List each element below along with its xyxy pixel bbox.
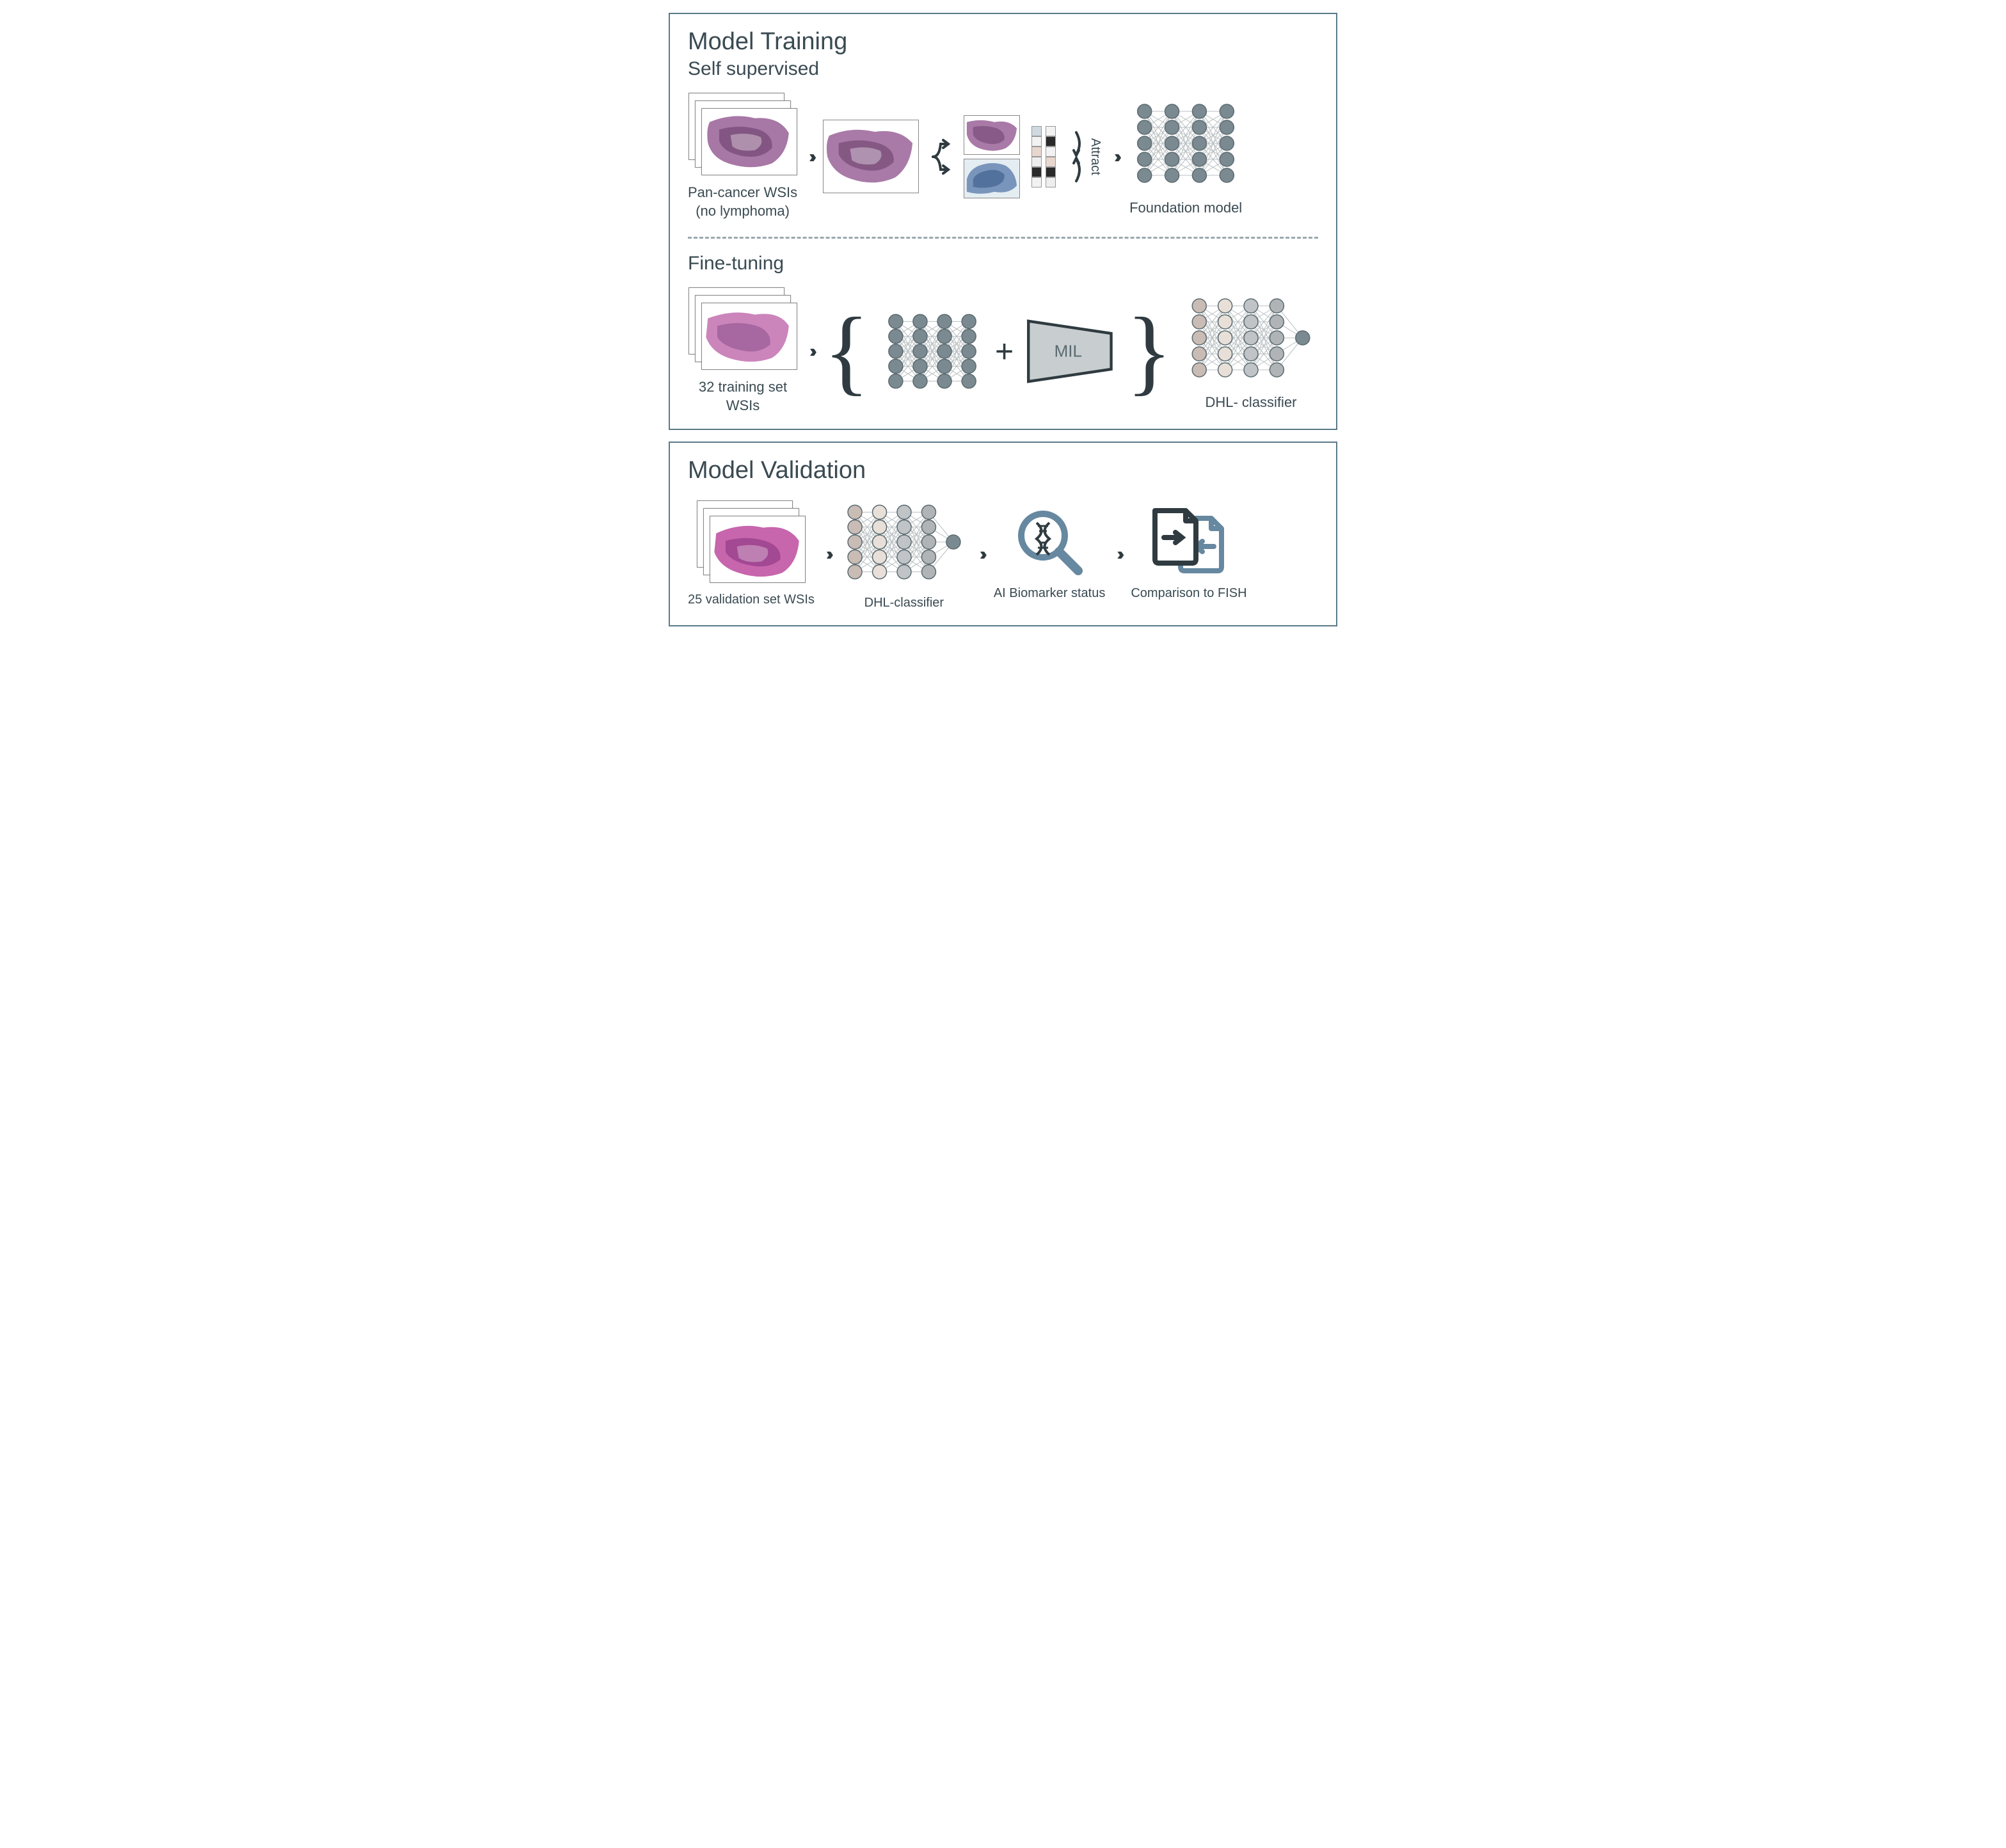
wsi-validation-set: 25 validation set WSIs	[688, 500, 815, 608]
label-validation-set: 25 validation set WSIs	[688, 591, 815, 608]
dhl-classifier-val: DHL-classifier	[840, 497, 968, 611]
attract-group: Attract	[1067, 125, 1103, 189]
dhl-classifier: DHL- classifier	[1184, 290, 1318, 412]
panel-training: Model Training Self supervised Pan-cance…	[669, 13, 1337, 430]
augmented-tiles	[964, 115, 1020, 198]
label-foundation: Foundation model	[1129, 199, 1242, 218]
wsi-pan-cancer: Pan-cancer WSIs(no lymphoma)	[688, 93, 797, 220]
compare-files-icon	[1147, 507, 1230, 577]
nn-foundation-icon	[1128, 95, 1243, 191]
embedding-vectors	[1031, 126, 1056, 187]
attract-label: Attract	[1088, 138, 1103, 175]
foundation-model: Foundation model	[1128, 95, 1243, 218]
arrow-chevrons-icon: ›››	[809, 341, 812, 362]
comparison-fish: Comparison to FISH	[1131, 507, 1246, 601]
brace-open-icon: {	[824, 323, 870, 380]
arrow-chevrons-icon: ›››	[809, 147, 811, 167]
biomarker-status: AI Biomarker status	[994, 507, 1106, 601]
attract-arrows-icon	[1067, 125, 1085, 189]
embed-a	[1031, 126, 1042, 187]
subtitle-fine-tuning: Fine-tuning	[688, 253, 1318, 275]
arrow-chevrons-icon: ›››	[826, 544, 829, 564]
nn-foundation-small-icon	[881, 307, 983, 396]
label-training-set: 32 training set WSIs	[688, 378, 798, 415]
row-self-supervised: Pan-cancer WSIs(no lymphoma) ›››	[688, 93, 1318, 220]
arrow-chevrons-icon: ›››	[1114, 147, 1117, 167]
arrow-chevrons-icon: ›››	[980, 544, 982, 564]
wsi-training-set: 32 training set WSIs	[688, 287, 798, 415]
brace-close-icon: }	[1126, 323, 1172, 380]
branch-icon	[930, 125, 952, 189]
label-dhl-classifier-val: DHL-classifier	[864, 594, 944, 611]
nn-classifier-val-icon	[840, 497, 968, 587]
single-tile	[823, 120, 919, 193]
embed-b	[1046, 126, 1056, 187]
magnifier-dna-icon	[1014, 507, 1085, 577]
mil-trapezoid: MIL	[1025, 313, 1115, 390]
label-pan-cancer: Pan-cancer WSIs(no lymphoma)	[688, 184, 797, 220]
arrow-chevrons-icon: ›››	[1117, 544, 1119, 564]
divider	[688, 237, 1318, 239]
title-validation: Model Validation	[688, 457, 1318, 484]
title-training: Model Training	[688, 28, 1318, 56]
plus-icon: +	[995, 333, 1014, 370]
row-validation: 25 validation set WSIs ››› DHL-classifie…	[688, 497, 1318, 611]
mil-label: MIL	[1055, 341, 1082, 361]
label-dhl-classifier: DHL- classifier	[1205, 394, 1296, 412]
label-compare: Comparison to FISH	[1131, 585, 1246, 601]
nn-classifier-icon	[1184, 290, 1318, 386]
label-biomarker: AI Biomarker status	[994, 585, 1106, 601]
panel-validation: Model Validation 25 validation set WSIs …	[669, 442, 1337, 626]
row-fine-tuning: 32 training set WSIs ››› { + MIL } DHL- …	[688, 287, 1318, 415]
subtitle-self-supervised: Self supervised	[688, 58, 1318, 80]
